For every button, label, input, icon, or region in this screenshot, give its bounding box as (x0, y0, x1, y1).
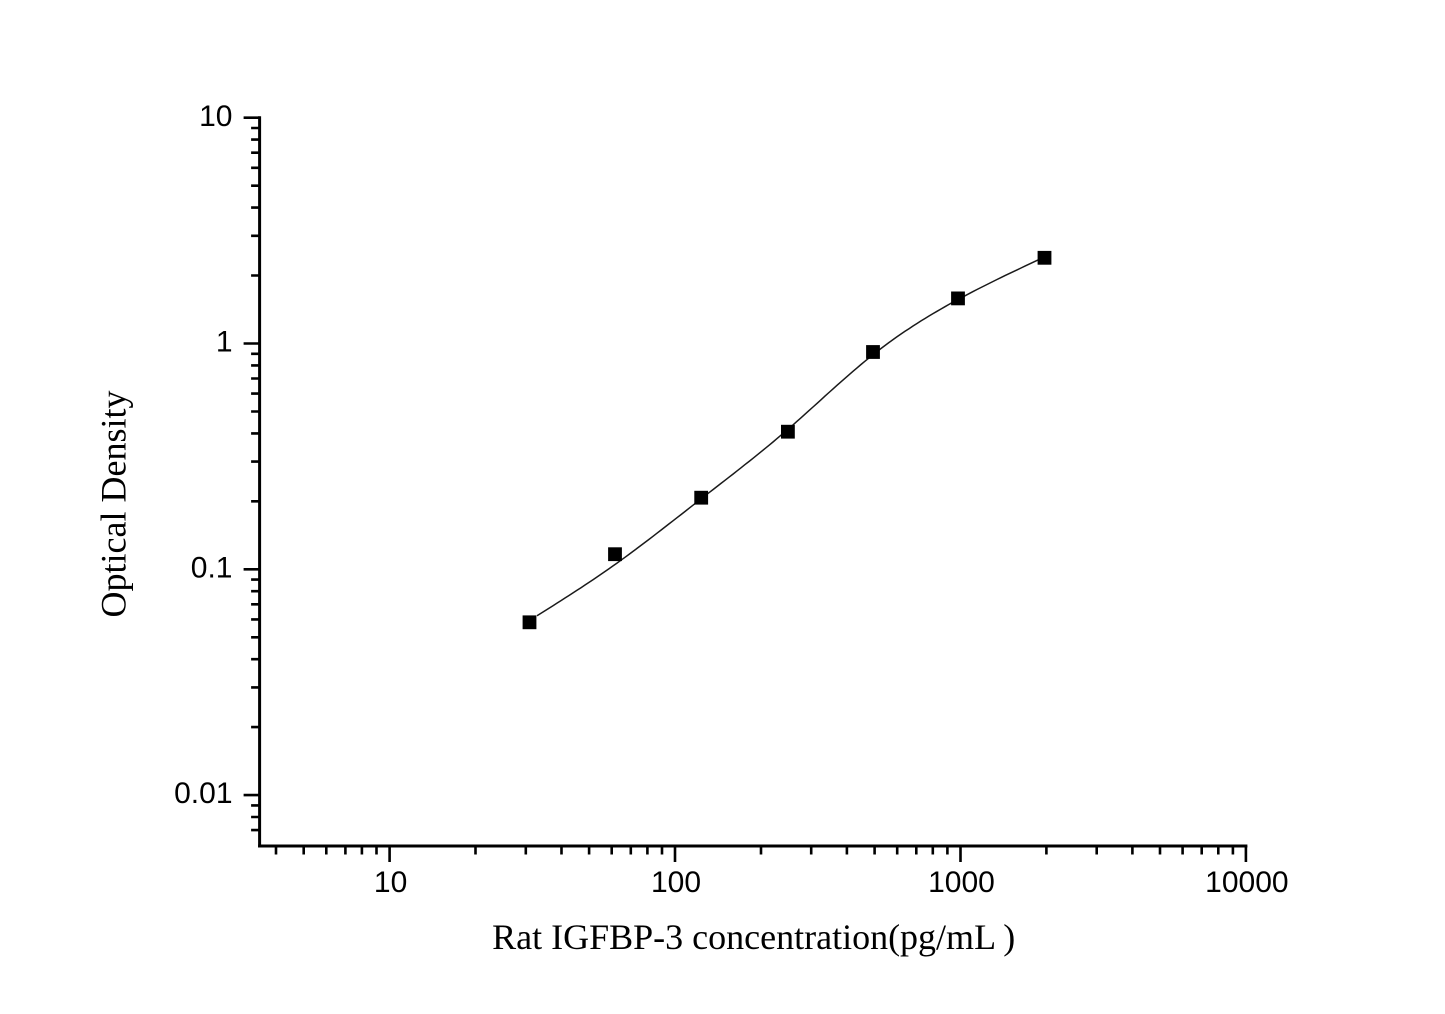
svg-text:1: 1 (216, 326, 233, 359)
svg-text:1000: 1000 (928, 866, 995, 899)
svg-text:Optical Density: Optical Density (93, 391, 133, 618)
svg-text:100: 100 (651, 866, 701, 899)
svg-text:10: 10 (199, 100, 232, 133)
svg-text:0.01: 0.01 (174, 777, 232, 810)
svg-text:10: 10 (374, 866, 407, 899)
svg-text:Rat IGFBP-3 concentration(pg/m: Rat IGFBP-3 concentration(pg/mL ) (492, 917, 1015, 957)
svg-text:0.1: 0.1 (191, 551, 233, 584)
svg-text:10000: 10000 (1205, 866, 1288, 899)
